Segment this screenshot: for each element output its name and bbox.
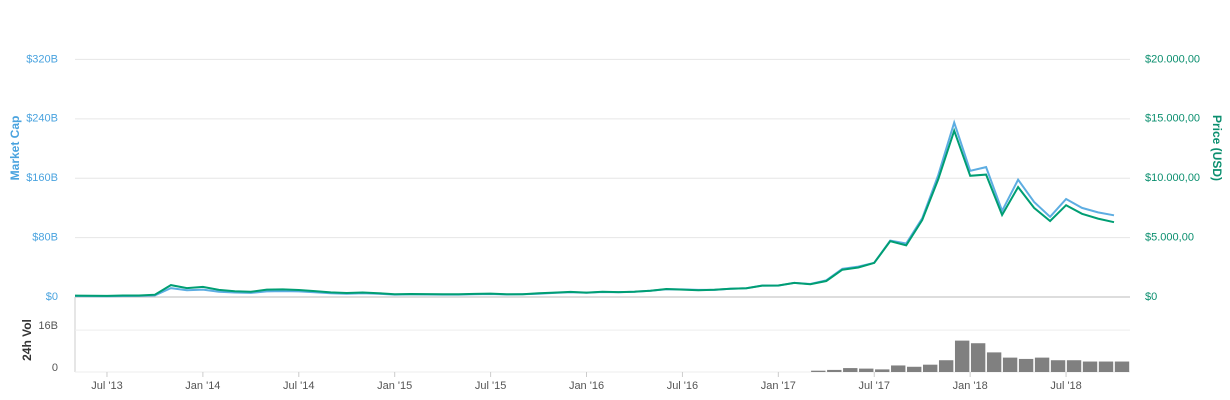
volume-bar (986, 352, 1002, 372)
volume-bar (1034, 357, 1050, 372)
y-tick-label: $80B (32, 232, 58, 244)
x-tick-label: Jan '15 (377, 380, 412, 392)
volume-bar (1114, 361, 1130, 372)
volume-bar (827, 369, 842, 372)
y-tick-label: $160B (26, 172, 58, 184)
x-tick-label: Jan '18 (953, 380, 988, 392)
volume-bar (1002, 357, 1018, 372)
x-tick-label: Jan '17 (761, 380, 796, 392)
volume-bar (859, 368, 874, 372)
y2-tick-label: $10.000,00 (1145, 172, 1200, 184)
volume-bar (954, 340, 970, 372)
volume-bar (1050, 360, 1066, 372)
volume-bar (922, 364, 938, 372)
y2-tick-label: $5.000,00 (1145, 232, 1194, 244)
x-tick-label: Jul '14 (283, 380, 314, 392)
series-line (74, 127, 1115, 297)
x-tick-label: Jul '16 (667, 380, 698, 392)
y2-axis-title: Price (USD) (1210, 115, 1224, 181)
volume-bar (1066, 360, 1082, 372)
volume-bar (970, 343, 986, 372)
y-tick-label: $240B (26, 113, 58, 125)
volume-bar (875, 369, 890, 372)
y2-tick-label: $0 (1145, 291, 1157, 303)
x-tick-label: Jul '18 (1050, 380, 1081, 392)
y2-tick-label: $20.000,00 (1145, 53, 1200, 65)
y-tick-label: 0 (52, 362, 58, 374)
x-tick-label: Jul '17 (859, 380, 890, 392)
volume-bar (938, 360, 954, 372)
volume-bar (1098, 361, 1114, 372)
volume-bar (1018, 358, 1034, 372)
y-tick-label: 16B (38, 320, 58, 332)
y-axis-title: Market Cap (8, 116, 22, 181)
x-tick-label: Jul '15 (475, 380, 506, 392)
volume-bar (811, 370, 826, 372)
volume-axis-title: 24h Vol (20, 319, 34, 361)
volume-bar (907, 366, 922, 372)
y-tick-label: $320B (26, 53, 58, 65)
y-tick-label: $0 (46, 291, 58, 303)
y2-tick-label: $15.000,00 (1145, 113, 1200, 125)
x-tick-label: Jul '13 (91, 380, 122, 392)
volume-bar (891, 365, 906, 372)
volume-bar (843, 368, 858, 372)
x-tick-label: Jan '16 (569, 380, 604, 392)
x-tick-label: Jan '14 (185, 380, 220, 392)
series-line (74, 119, 1115, 298)
volume-bar (1082, 361, 1098, 372)
